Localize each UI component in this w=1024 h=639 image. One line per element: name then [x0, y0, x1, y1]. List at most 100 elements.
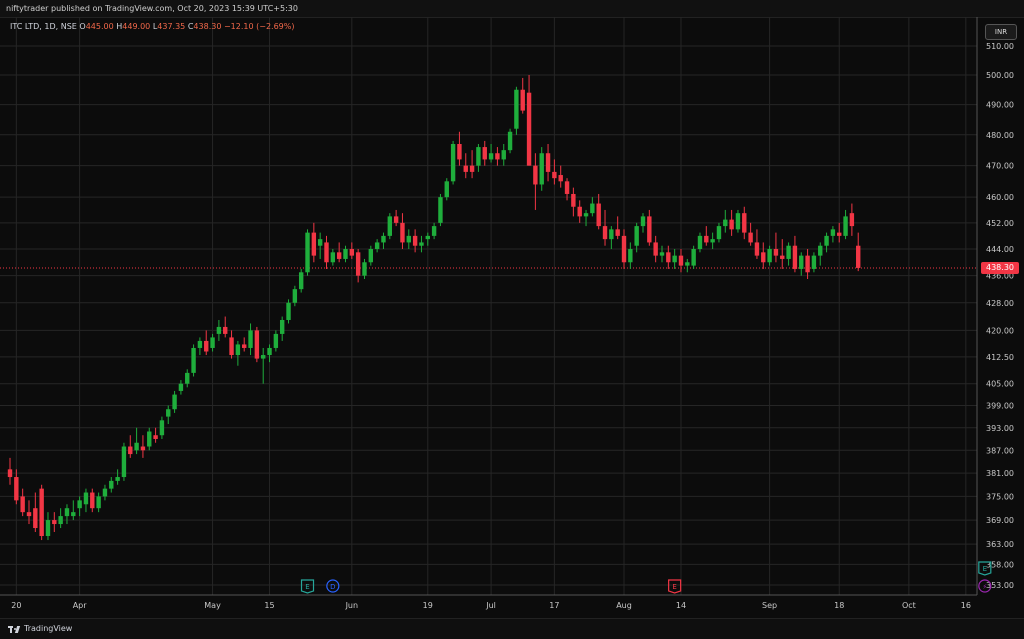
earnings-marker-shape	[978, 561, 992, 576]
candle-body	[45, 520, 51, 537]
candle-body	[685, 262, 690, 266]
price-tick-label: 381.00	[986, 469, 1014, 478]
candle-body	[640, 216, 646, 227]
earnings-marker-label: E	[983, 565, 987, 573]
time-tick-label: May	[204, 601, 221, 610]
time-tick-label: 17	[549, 601, 559, 610]
candle-body	[254, 330, 260, 359]
price-tick-label: 510.00	[986, 42, 1014, 51]
candle-body	[204, 340, 209, 352]
candle-body	[7, 469, 13, 478]
candle-body	[64, 508, 70, 517]
candle-body	[267, 347, 272, 356]
candle-body	[166, 409, 171, 417]
candle-body	[596, 203, 601, 227]
candle-body	[590, 203, 595, 214]
candle-body	[406, 235, 411, 243]
candle-body	[830, 229, 836, 236]
candle-body	[653, 242, 658, 256]
candle-body	[463, 165, 468, 172]
candle-body	[457, 143, 462, 160]
earnings-marker[interactable]: E	[668, 579, 682, 594]
candle-body	[330, 252, 336, 263]
low-value: 437.35	[157, 22, 186, 31]
candle-body	[412, 235, 418, 246]
candle-body	[628, 249, 633, 263]
publish-text: niftytrader published on TradingView.com…	[6, 4, 298, 13]
price-tick-label: 375.00	[986, 492, 1014, 501]
footer-bar: TradingView	[0, 618, 1024, 639]
candle-body	[33, 508, 38, 529]
candle-body	[488, 153, 494, 160]
candle-body	[767, 249, 772, 263]
candle-body	[324, 242, 329, 263]
candle-body	[400, 222, 405, 243]
candle-body	[469, 165, 475, 172]
price-tick-label: 444.00	[986, 245, 1014, 254]
candle-body	[837, 232, 842, 236]
candle-body	[210, 337, 215, 348]
candle-body	[552, 171, 557, 179]
price-tick-label: 412.50	[986, 353, 1014, 362]
candle-body	[197, 340, 203, 348]
candle-body	[514, 89, 519, 129]
candle-body	[77, 500, 82, 509]
candle-body	[102, 488, 108, 497]
candle-body	[666, 252, 671, 263]
candle-body	[216, 326, 222, 334]
candle-body	[425, 235, 430, 240]
earnings-marker[interactable]: E	[978, 561, 992, 576]
candle-body	[52, 520, 57, 525]
last-price-tag: 438.30	[981, 262, 1019, 274]
earnings-marker[interactable]: E	[300, 579, 315, 594]
price-tick-label: 460.00	[986, 193, 1014, 202]
candle-body	[343, 249, 348, 259]
candle-body	[704, 235, 709, 243]
low-label: L	[152, 22, 158, 31]
tradingview-logo[interactable]: TradingView	[8, 622, 72, 636]
candle-body	[735, 213, 741, 230]
price-tick-label: 490.00	[986, 101, 1014, 110]
change-value: −12.10 (−2.69%)	[223, 22, 295, 31]
candle-body	[602, 226, 608, 240]
candle-body	[305, 232, 310, 273]
candle-body	[191, 347, 196, 373]
candle-body	[235, 344, 241, 356]
price-tick-label: 436.00	[986, 272, 1014, 281]
time-tick-label: 15	[264, 601, 274, 610]
candle-body	[583, 213, 589, 217]
candle-body	[336, 252, 342, 259]
candle-body	[799, 255, 804, 269]
candle-body	[26, 512, 32, 517]
split-marker[interactable]: ⚡	[978, 579, 992, 593]
candle-body	[298, 272, 304, 290]
currency-button[interactable]: INR	[985, 24, 1017, 40]
time-tick-label: Apr	[73, 601, 88, 610]
price-tick-label: 480.00	[986, 131, 1014, 140]
candle-body	[178, 383, 184, 391]
candle-body	[805, 255, 810, 273]
candle-body	[223, 326, 228, 334]
candle-body	[286, 302, 291, 320]
candle-body	[134, 442, 139, 451]
open-value: 445.00	[85, 22, 114, 31]
symbol-title[interactable]: ITC LTD, 1D, NSE	[10, 22, 77, 31]
candle-body	[577, 206, 582, 217]
dividend-marker-ring	[326, 579, 340, 593]
price-tick-label: 405.00	[986, 380, 1014, 389]
candle-body	[761, 252, 766, 263]
candle-body	[482, 147, 487, 160]
event-markers[interactable]: E D E ⚡ E	[300, 561, 992, 594]
time-tick-label: 18	[834, 601, 844, 610]
price-tick-label: 399.00	[986, 402, 1014, 411]
candle-body	[20, 496, 25, 513]
candle-body	[109, 480, 114, 489]
candle-body	[393, 216, 399, 223]
candle-body	[355, 252, 361, 276]
price-axis[interactable]: 510.00 500.00 490.00 480.00 470.00 460.00 452.…	[986, 42, 1014, 590]
earnings-marker-label: E	[672, 583, 676, 591]
time-axis[interactable]: 20AprMay15Jun19Jul17Aug14Sep18Oct16Nov	[11, 601, 1024, 610]
candle-body	[672, 255, 677, 263]
dividend-marker[interactable]: D	[326, 579, 340, 593]
